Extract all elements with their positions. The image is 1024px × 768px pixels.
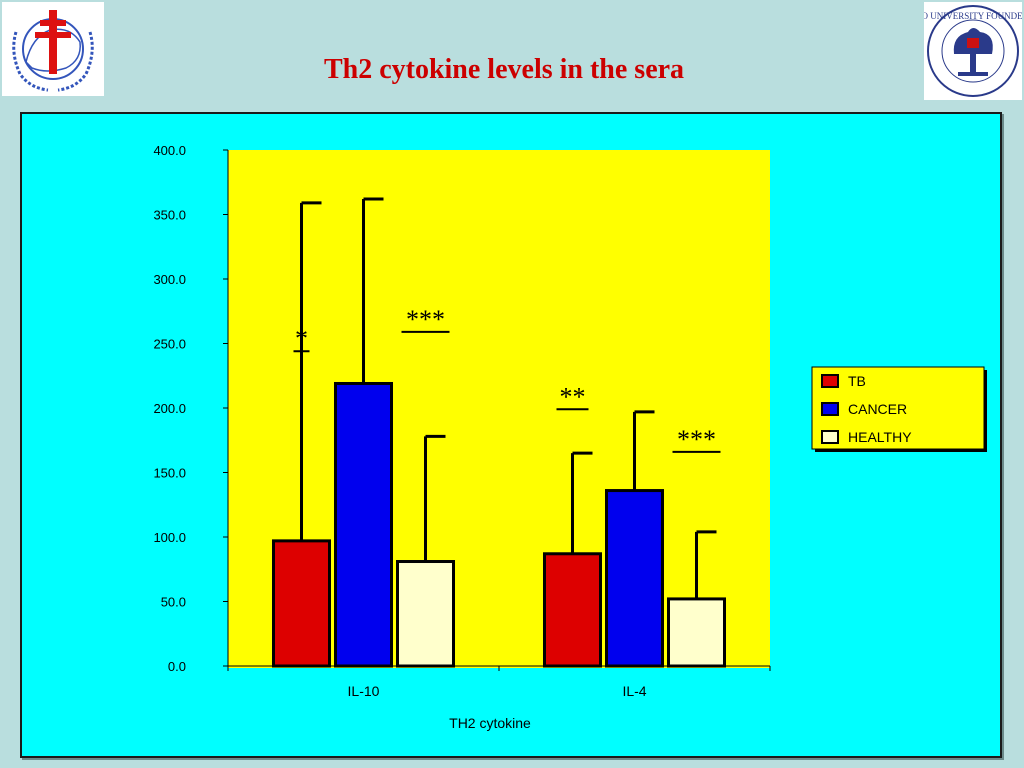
bar-tb: [272, 539, 331, 668]
y-tick-label: 250.0: [153, 337, 186, 352]
y-tick-label: 150.0: [153, 466, 186, 481]
y-tick-label: 400.0: [153, 143, 186, 158]
chart-panel: 0.0 50.0 100.0 150.0 200.0 250.0 300.0 350.0 400…: [20, 112, 1002, 758]
significance-label: **: [560, 382, 586, 411]
y-tick-label: 200.0: [153, 401, 186, 416]
x-axis-title: TH2 cytokine: [449, 715, 531, 731]
legend-swatch-tb: [821, 374, 839, 388]
legend: TB CANCER HEALTHY: [811, 366, 987, 452]
y-tick-label: 300.0: [153, 272, 186, 287]
x-axis: IL-10 IL-4: [227, 665, 771, 699]
significance-label: ***: [677, 425, 716, 454]
x-tick-label: IL-4: [622, 683, 646, 699]
bar-chart: 0.0 50.0 100.0 150.0 200.0 250.0 300.0 350.0 400…: [153, 143, 987, 731]
legend-swatch-cancer: [821, 402, 839, 416]
lorraine-cross-logo: [2, 2, 104, 96]
legend-label: HEALTHY: [848, 429, 912, 445]
y-axis: 0.0 50.0 100.0 150.0 200.0 250.0 300.0 350.0 400…: [153, 143, 229, 674]
bar-healthy: [396, 560, 455, 668]
bar-healthy: [667, 597, 726, 668]
bars-group: [272, 197, 726, 668]
lorraine-cross-emblem-icon: [12, 10, 94, 92]
legend-swatch-healthy: [821, 430, 839, 444]
annotations-group: *********: [293, 305, 721, 454]
significance-label: *: [295, 324, 308, 353]
legend-label: TB: [848, 373, 866, 389]
seal-lettering: KYOTO UNIVERSITY FOUNDED 1897: [924, 11, 1022, 21]
y-tick-label: 350.0: [153, 208, 186, 223]
x-tick-label: IL-10: [348, 683, 380, 699]
slide-title: Th2 cytokine levels in the sera: [323, 54, 685, 85]
y-tick-label: 0.0: [168, 659, 186, 674]
kyoto-university-logo: KYOTO UNIVERSITY FOUNDED 1897: [897, 2, 1024, 100]
significance-label: ***: [406, 305, 445, 334]
legend-label: CANCER: [848, 401, 907, 417]
y-tick-label: 50.0: [161, 595, 186, 610]
bar-cancer: [605, 489, 664, 668]
bar-tb: [543, 552, 602, 668]
y-tick-label: 100.0: [153, 530, 186, 545]
legend-box: [811, 366, 985, 450]
bar-cancer: [334, 381, 393, 668]
kyoto-university-seal-icon: KYOTO UNIVERSITY FOUNDED 1897: [897, 5, 1024, 97]
